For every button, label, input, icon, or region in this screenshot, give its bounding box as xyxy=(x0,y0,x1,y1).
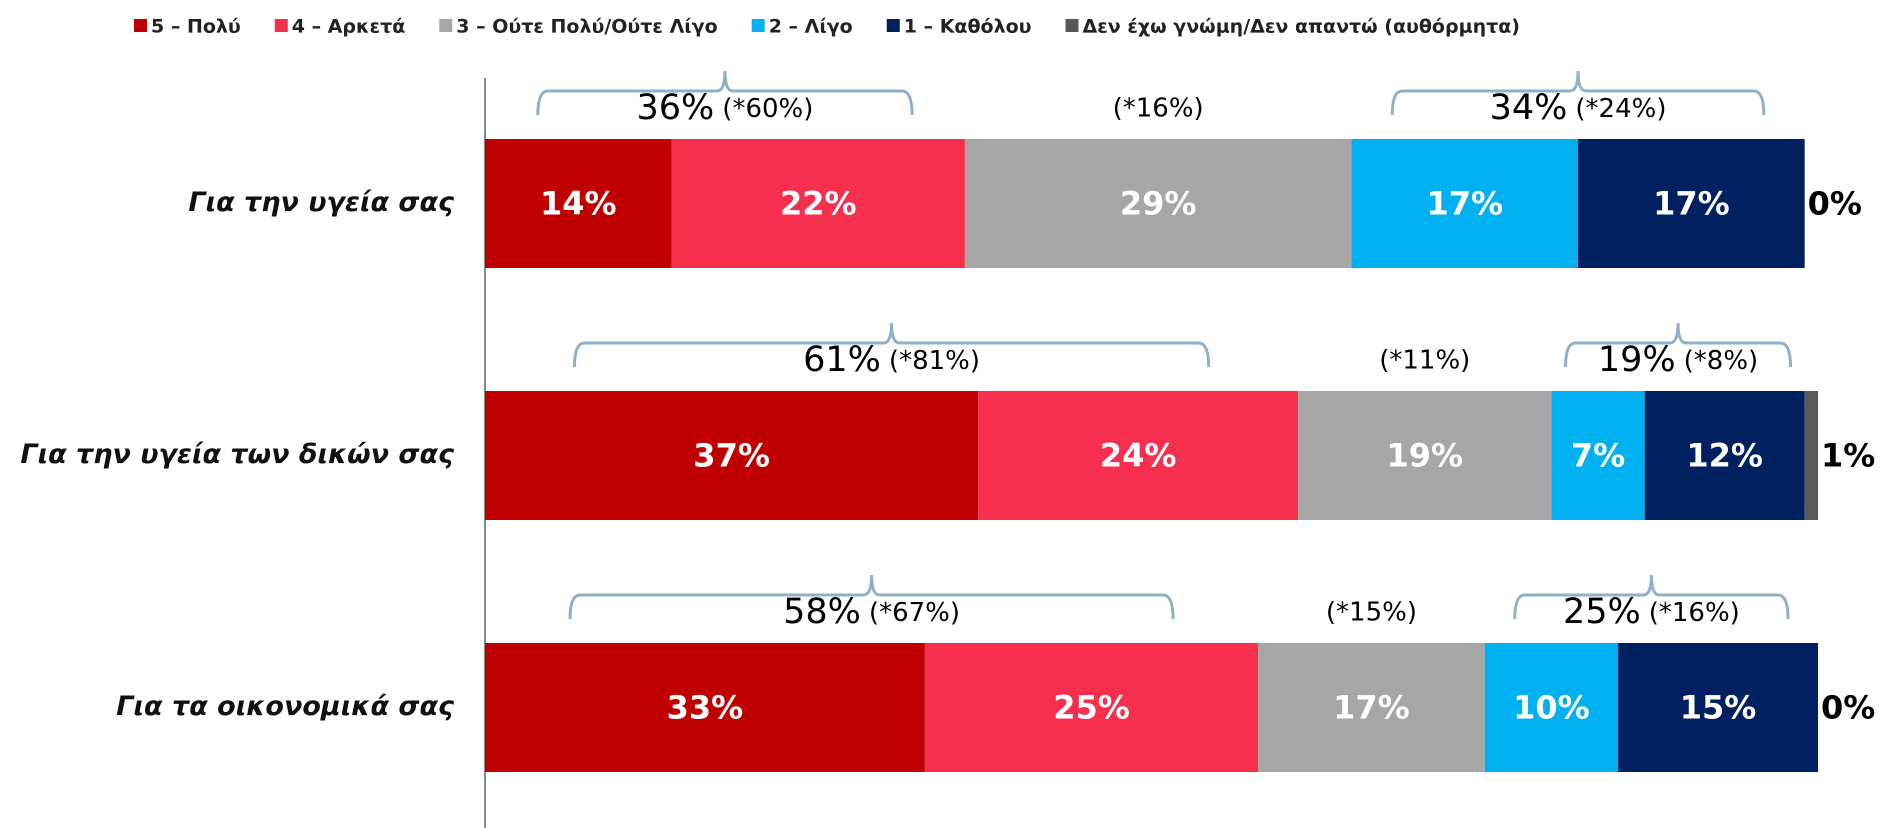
bracket-label: 25% (*16%) xyxy=(1563,592,1740,632)
bracket-label: 61% (*81%) xyxy=(803,340,980,380)
bar-segment xyxy=(671,139,965,268)
bracket xyxy=(1390,70,1766,116)
legend-label: Δεν έχω γνώμη/Δεν απαντώ (αυθόρμητα) xyxy=(1083,16,1520,38)
value-label: 15% xyxy=(1680,689,1757,727)
value-label: 17% xyxy=(1653,185,1730,223)
legend-swatch xyxy=(751,19,765,32)
bar-segment xyxy=(1298,391,1552,520)
value-label: 0% xyxy=(1821,689,1875,727)
legend-swatch xyxy=(1065,19,1079,32)
bracket-label: 36% (*60%) xyxy=(637,88,814,128)
middle-label: (*15%) xyxy=(1326,598,1417,628)
bar-segment xyxy=(1804,391,1818,520)
value-label: 17% xyxy=(1333,689,1410,727)
bracket-net: (*8%) xyxy=(1684,346,1759,376)
bar-segment xyxy=(1578,139,1805,268)
legend-swatch xyxy=(439,19,453,32)
bar-segment xyxy=(1351,139,1579,268)
middle-label: (*16%) xyxy=(1113,94,1204,124)
bracket xyxy=(568,574,1175,620)
bracket xyxy=(572,322,1211,368)
legend-label: 4 – Αρκετά xyxy=(292,16,406,38)
legend-label: 2 – Λίγο xyxy=(769,16,853,38)
value-label: 0% xyxy=(1808,185,1862,223)
value-label: 17% xyxy=(1426,185,1503,223)
value-label: 1% xyxy=(1821,437,1875,475)
bracket-net: (*16%) xyxy=(1649,598,1740,628)
bracket-label: 19% (*8%) xyxy=(1598,340,1758,380)
value-label: 10% xyxy=(1513,689,1590,727)
value-label: 7% xyxy=(1571,437,1625,475)
bracket xyxy=(1564,322,1793,368)
legend-swatch xyxy=(274,19,288,32)
bar-segment xyxy=(1644,391,1805,520)
legend-label: 3 – Ούτε Πολύ/Ούτε Λίγο xyxy=(456,16,717,38)
legend-swatch xyxy=(134,19,147,32)
bracket-total: 58% xyxy=(783,592,861,632)
value-label: 25% xyxy=(1053,689,1130,727)
bar-segment xyxy=(1551,391,1645,520)
bar-segment xyxy=(1618,643,1818,772)
bracket xyxy=(536,70,914,116)
value-label: 19% xyxy=(1386,437,1463,475)
legend-label: 1 – Καθόλου xyxy=(904,16,1032,38)
value-label: 33% xyxy=(667,689,744,727)
category-label: Για την υγεία των δικών σας xyxy=(20,439,455,470)
bar-segment xyxy=(485,643,925,772)
bracket-total: 19% xyxy=(1598,340,1676,380)
bar-segment xyxy=(1258,643,1485,772)
middle-label: (*11%) xyxy=(1379,346,1470,376)
legend-swatch xyxy=(886,19,900,32)
value-label: 29% xyxy=(1120,185,1197,223)
value-label: 12% xyxy=(1686,437,1763,475)
bracket-label: 58% (*67%) xyxy=(783,592,960,632)
category-label: Για την υγεία σας xyxy=(188,187,455,218)
bracket xyxy=(1513,574,1790,620)
value-label: 14% xyxy=(540,185,617,223)
bracket-net: (*67%) xyxy=(869,598,960,628)
bar-segment xyxy=(964,139,1352,268)
legend-label: 5 – Πολύ xyxy=(151,16,241,38)
bracket-total: 25% xyxy=(1563,592,1641,632)
bar-segment xyxy=(924,643,1259,772)
category-label: Για τα οικονομικά σας xyxy=(116,691,455,722)
bracket-total: 34% xyxy=(1490,88,1568,128)
value-label: 37% xyxy=(693,437,770,475)
bar-segment xyxy=(978,391,1299,520)
bar-segment xyxy=(485,391,979,520)
bracket-total: 61% xyxy=(803,340,881,380)
bracket-label: 34% (*24%) xyxy=(1490,88,1667,128)
value-label: 24% xyxy=(1100,437,1177,475)
bar-segment xyxy=(485,139,672,268)
bar-segment xyxy=(1484,643,1619,772)
bracket-total: 36% xyxy=(637,88,715,128)
value-label: 22% xyxy=(780,185,857,223)
bracket-net: (*81%) xyxy=(889,346,980,376)
bracket-net: (*60%) xyxy=(722,94,813,124)
bracket-net: (*24%) xyxy=(1575,94,1666,124)
